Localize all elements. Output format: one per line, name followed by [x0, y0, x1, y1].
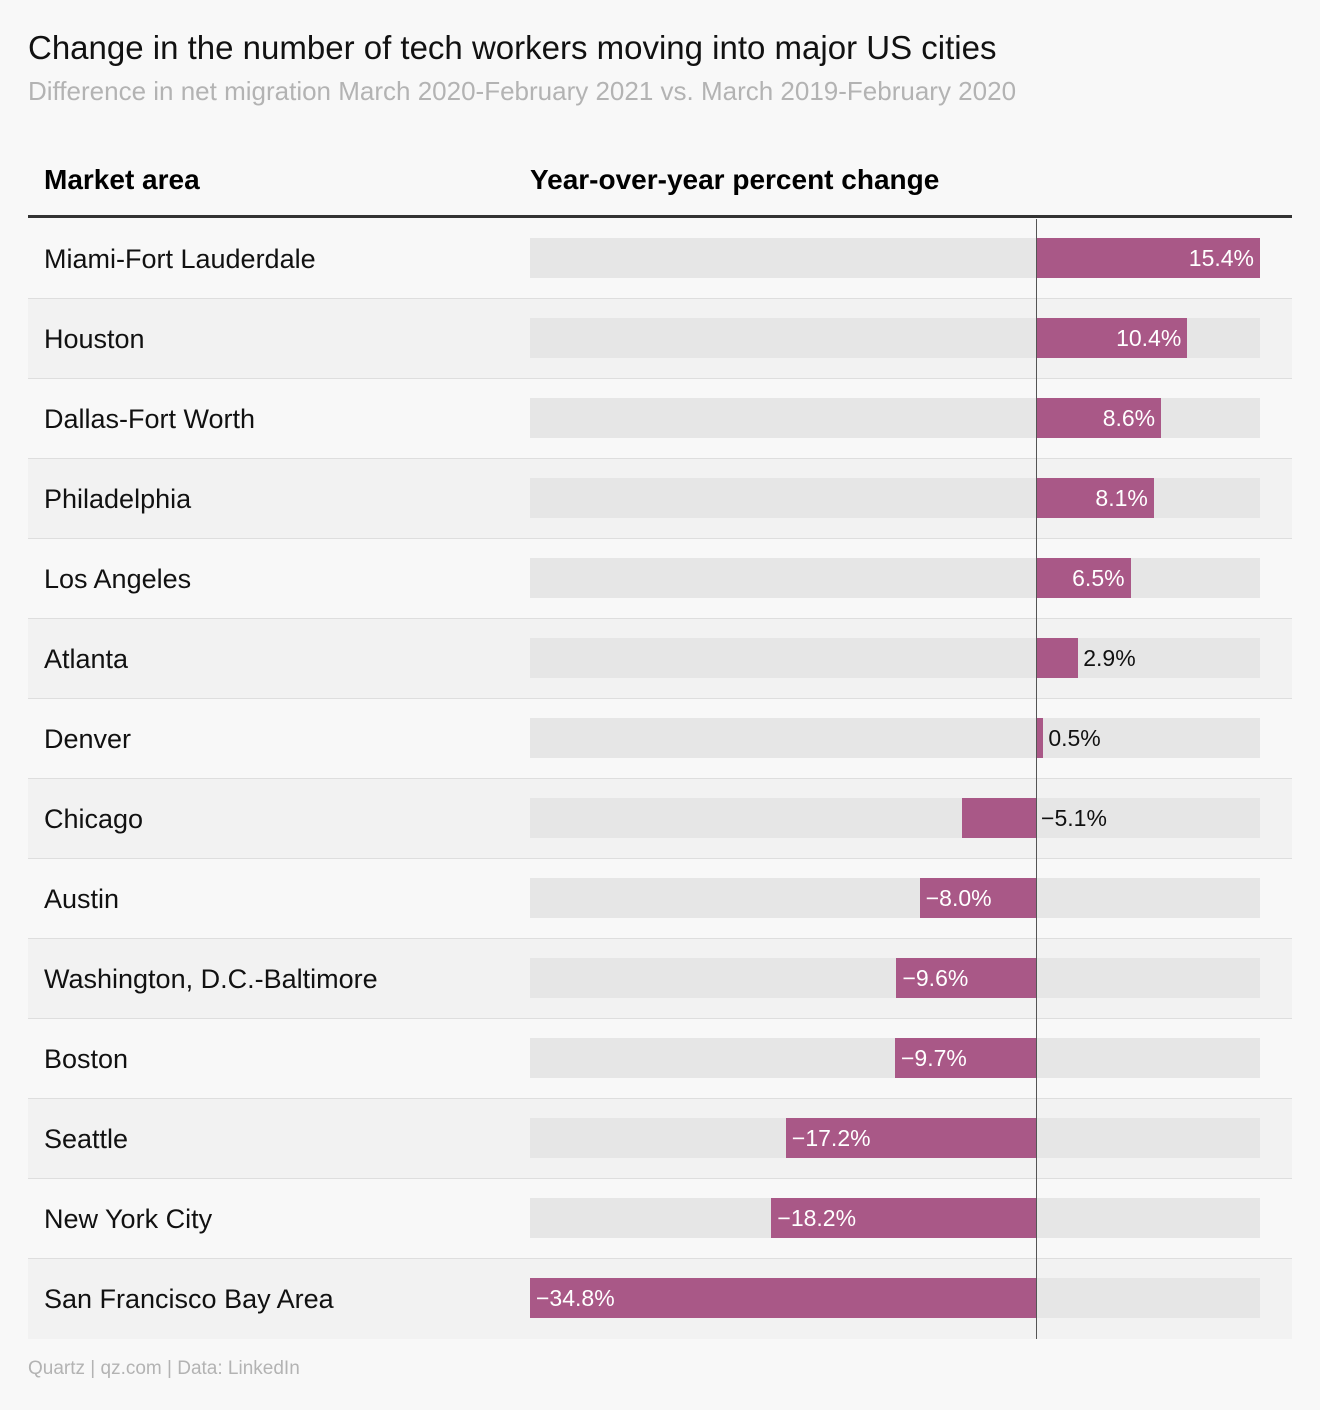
value-label: 2.9% — [1083, 645, 1136, 671]
table-row: Atlanta 2.9% — [28, 619, 1292, 699]
chart-rows: Miami-Fort Lauderdale 15.4% Houston 10.4% Da… — [28, 219, 1292, 1339]
table-row: Chicago −5.1% — [28, 779, 1292, 859]
value-label: 10.4% — [1116, 325, 1182, 351]
table-row: Miami-Fort Lauderdale 15.4% — [28, 219, 1292, 299]
bar-track — [530, 798, 1260, 838]
market-area-label: Los Angeles — [44, 564, 192, 594]
chart-subtitle: Difference in net migration March 2020-F… — [28, 76, 1017, 106]
value-label: −5.1% — [1041, 805, 1107, 831]
value-label: −18.2% — [777, 1205, 857, 1231]
value-label: 6.5% — [1072, 565, 1125, 591]
bar-track — [530, 638, 1260, 678]
market-area-label: San Francisco Bay Area — [44, 1284, 334, 1314]
bar-track — [530, 878, 1260, 918]
table-row: San Francisco Bay Area −34.8% — [28, 1259, 1292, 1339]
percent-change-header: Year-over-year percent change — [530, 164, 940, 195]
bar — [1036, 238, 1260, 278]
market-area-label: Seattle — [44, 1124, 129, 1154]
value-label: 0.5% — [1048, 725, 1101, 751]
bar — [1036, 478, 1154, 518]
bar — [1036, 558, 1131, 598]
value-label: −8.0% — [925, 885, 992, 911]
chart-title: Change in the number of tech workers mov… — [28, 29, 997, 66]
market-area-label: Chicago — [44, 804, 144, 834]
market-area-label: Austin — [44, 884, 120, 914]
table-row: Los Angeles 6.5% — [28, 539, 1292, 619]
bar-track — [530, 958, 1260, 998]
bar — [785, 1118, 1037, 1158]
market-area-label: Boston — [44, 1044, 129, 1074]
source-footer: Quartz | qz.com | Data: LinkedIn — [28, 1358, 300, 1379]
bar — [895, 1038, 1037, 1078]
bar — [771, 1198, 1037, 1238]
market-area-label: Denver — [44, 724, 132, 754]
table-row: Austin −8.0% — [28, 859, 1292, 939]
market-area-label: Philadelphia — [44, 484, 192, 514]
market-area-label: Dallas-Fort Worth — [44, 404, 256, 434]
bar — [896, 958, 1037, 998]
table-row: Philadelphia 8.1% — [28, 459, 1292, 539]
table-row: Washington, D.C.-Baltimore −9.6% — [28, 939, 1292, 1019]
market-area-label: Atlanta — [44, 644, 129, 674]
value-label: 8.6% — [1102, 405, 1156, 431]
zero-axis-line — [1036, 219, 1038, 1339]
header-rule — [28, 215, 1292, 218]
value-label: −9.7% — [901, 1045, 967, 1071]
bar-track — [530, 718, 1260, 758]
bar — [530, 1278, 1037, 1318]
market-area-header: Market area — [44, 164, 200, 195]
bar — [1036, 638, 1079, 678]
bar — [961, 798, 1037, 838]
value-label: 15.4% — [1188, 245, 1254, 271]
table-row: New York City −18.2% — [28, 1179, 1292, 1259]
market-area-label: Houston — [44, 324, 145, 354]
value-label: 8.1% — [1095, 485, 1148, 511]
value-label: −34.8% — [536, 1285, 615, 1311]
table-row: Houston 10.4% — [28, 299, 1292, 379]
value-label: −17.2% — [791, 1125, 871, 1151]
bar-track — [530, 558, 1260, 598]
table-row: Dallas-Fort Worth 8.6% — [28, 379, 1292, 459]
table-row: Boston −9.7% — [28, 1019, 1292, 1099]
market-area-label: Miami-Fort Lauderdale — [44, 244, 316, 274]
value-label: −9.6% — [902, 965, 969, 991]
bar — [919, 878, 1037, 918]
bar — [1036, 718, 1044, 758]
table-row: Seattle −17.2% — [28, 1099, 1292, 1179]
market-area-label: New York City — [44, 1204, 213, 1234]
bar — [1036, 398, 1162, 438]
table-row: Denver 0.5% — [28, 699, 1292, 779]
market-area-label: Washington, D.C.-Baltimore — [44, 964, 378, 994]
bar — [1036, 318, 1188, 358]
